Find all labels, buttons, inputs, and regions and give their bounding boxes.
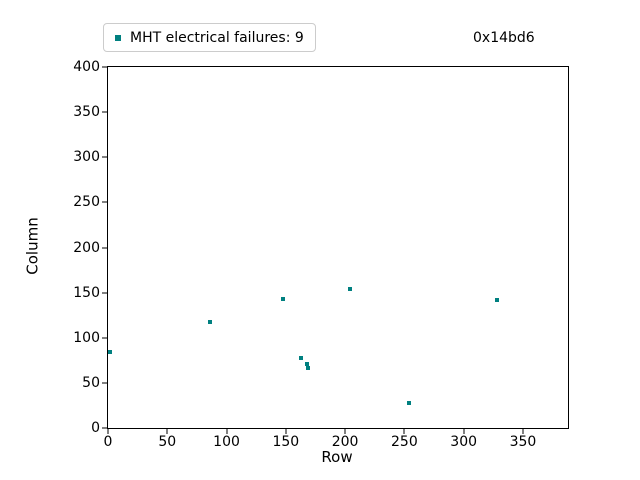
y-axis-label: Column: [23, 217, 42, 275]
x-tick-label: 300: [450, 434, 478, 450]
y-tick-label: 100: [73, 329, 100, 346]
y-tick-mark: [102, 382, 107, 384]
y-tick-label: 350: [73, 104, 100, 121]
y-tick-label: 250: [73, 194, 100, 211]
x-tick-mark: [166, 429, 168, 434]
scatter-point: [347, 287, 352, 291]
scatter-point: [305, 361, 310, 366]
y-tick-mark: [102, 201, 107, 203]
scatter-point: [299, 355, 304, 360]
plot-area: 0 50 100 150 200 250 300 350 0 50 100 150 200 250 300 3…: [73, 60, 569, 449]
scatter-point: [207, 320, 212, 325]
y-tick-mark: [102, 111, 107, 113]
y-tick-mark: [102, 66, 107, 68]
x-axis-label: Row: [321, 448, 353, 466]
y-tick-label: 0: [91, 420, 100, 436]
x-tick-mark: [226, 429, 228, 434]
x-tick-mark: [344, 429, 346, 434]
x-tick-label: 200: [331, 434, 359, 450]
y-tick-mark: [102, 427, 107, 429]
y-tick-label: 150: [73, 284, 100, 301]
x-tick-mark: [285, 429, 287, 434]
scatter-point: [494, 297, 499, 302]
y-tick-label: 50: [82, 374, 100, 391]
x-tick-label: 0: [103, 434, 113, 450]
y-tick-label: 400: [73, 59, 100, 75]
annotation-hex-id: 0x14bd6: [473, 30, 535, 46]
scatter-point: [108, 350, 113, 355]
y-tick-mark: [102, 337, 107, 339]
x-tick-mark: [107, 429, 109, 434]
legend-label: MHT electrical failures: 9: [130, 29, 304, 46]
y-tick-mark: [102, 292, 107, 294]
scatter-point: [306, 365, 311, 370]
y-tick-label: 200: [73, 239, 100, 256]
x-tick-mark: [403, 429, 405, 434]
y-tick-mark: [102, 156, 107, 158]
scatter-point: [407, 400, 412, 405]
y-tick-mark: [102, 247, 107, 248]
scatter-point: [281, 296, 286, 301]
y-tick-label: 300: [73, 149, 100, 166]
legend: MHT electrical failures: 9: [103, 23, 316, 52]
x-tick-label: 250: [391, 434, 418, 450]
x-tick-mark: [463, 429, 465, 434]
x-tick-label: 350: [509, 434, 537, 450]
x-tick-mark: [522, 429, 524, 434]
legend-square-marker-icon: [115, 34, 121, 41]
x-tick-label: 50: [158, 434, 177, 450]
x-tick-label: 100: [213, 434, 240, 450]
x-tick-label: 150: [272, 434, 300, 450]
